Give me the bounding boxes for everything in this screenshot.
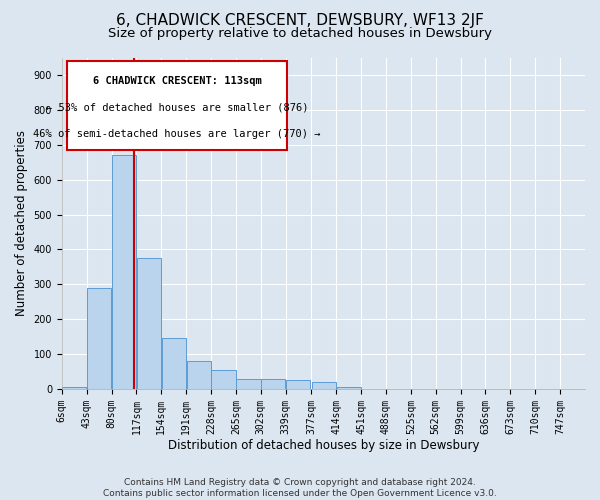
- Bar: [337, 387, 361, 389]
- Bar: [311, 382, 336, 389]
- Text: 6 CHADWICK CRESCENT: 113sqm: 6 CHADWICK CRESCENT: 113sqm: [92, 76, 261, 86]
- Bar: [161, 338, 186, 389]
- Text: 46% of semi-detached houses are larger (770) →: 46% of semi-detached houses are larger (…: [33, 129, 320, 139]
- Bar: [187, 361, 211, 389]
- Text: Contains HM Land Registry data © Crown copyright and database right 2024.
Contai: Contains HM Land Registry data © Crown c…: [103, 478, 497, 498]
- Bar: [211, 370, 236, 389]
- X-axis label: Distribution of detached houses by size in Dewsbury: Distribution of detached houses by size …: [167, 440, 479, 452]
- Bar: [62, 387, 86, 389]
- Bar: [87, 288, 111, 389]
- Text: ← 53% of detached houses are smaller (876): ← 53% of detached houses are smaller (87…: [46, 102, 308, 113]
- Text: Size of property relative to detached houses in Dewsbury: Size of property relative to detached ho…: [108, 28, 492, 40]
- Bar: [261, 379, 286, 389]
- Bar: [236, 378, 260, 389]
- Bar: [286, 380, 310, 389]
- Bar: [112, 155, 136, 389]
- Text: 6, CHADWICK CRESCENT, DEWSBURY, WF13 2JF: 6, CHADWICK CRESCENT, DEWSBURY, WF13 2JF: [116, 12, 484, 28]
- FancyBboxPatch shape: [67, 61, 287, 150]
- Bar: [137, 258, 161, 389]
- Y-axis label: Number of detached properties: Number of detached properties: [15, 130, 28, 316]
